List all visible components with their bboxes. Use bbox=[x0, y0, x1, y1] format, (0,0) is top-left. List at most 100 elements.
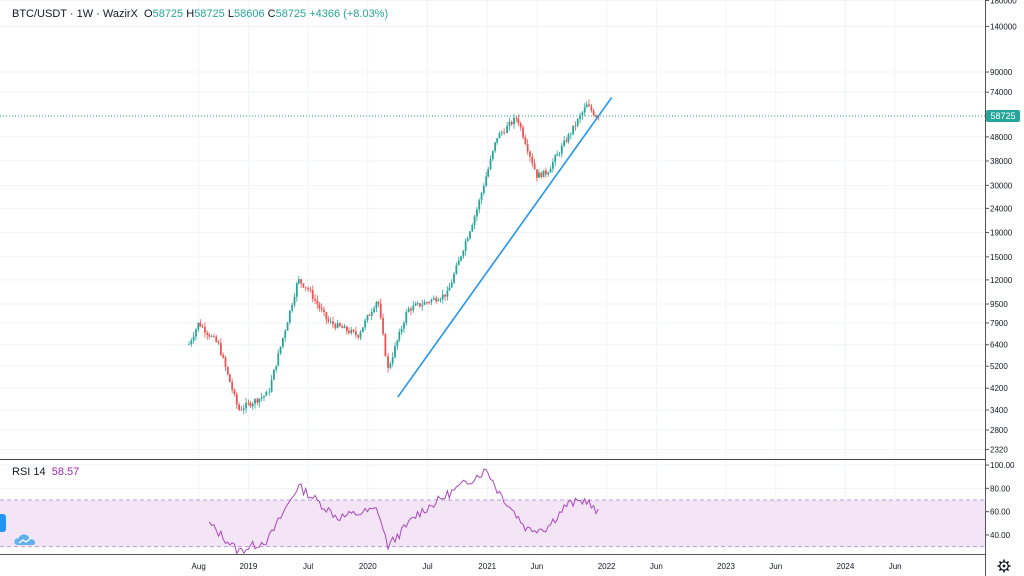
candle-body bbox=[192, 336, 195, 341]
candle-body bbox=[242, 408, 245, 410]
price-tick-label: 180000 bbox=[990, 0, 1017, 5]
candle-body bbox=[585, 104, 588, 108]
candle-body bbox=[583, 107, 586, 113]
candle-body bbox=[263, 395, 265, 398]
candle-body bbox=[435, 298, 438, 302]
price-tick-label: 6400 bbox=[990, 341, 1008, 350]
price-tick-label: 12000 bbox=[990, 276, 1013, 285]
candle-body bbox=[579, 115, 581, 120]
price-tick-label: 15000 bbox=[990, 253, 1013, 262]
candle-body bbox=[309, 289, 312, 291]
candle-body bbox=[318, 304, 321, 309]
candle-body bbox=[563, 140, 566, 146]
candle-body bbox=[217, 341, 220, 344]
rsi-value: 58.57 bbox=[51, 466, 80, 478]
candle-body bbox=[368, 315, 371, 317]
candle-body bbox=[370, 312, 373, 316]
candle-body bbox=[329, 321, 332, 323]
time-axis[interactable]: Aug 2019 Jul 2020 Jul 2021 Jun 2022 Jun 2023 Jun 20… bbox=[192, 562, 902, 571]
candle-body bbox=[576, 119, 579, 126]
candle-body bbox=[219, 343, 222, 355]
candle-body bbox=[405, 312, 408, 324]
candle-body bbox=[387, 356, 389, 368]
candle-body bbox=[215, 336, 218, 342]
candle-body bbox=[336, 323, 339, 328]
candle-body bbox=[281, 337, 284, 347]
price-axis[interactable]: 2320 2800 3400 4200 5200 6400 7900 9500 12000 150… bbox=[985, 0, 1017, 454]
candle-body bbox=[352, 329, 355, 332]
price-tick-label: 38000 bbox=[990, 157, 1013, 166]
cloud-logo-icon[interactable] bbox=[13, 531, 37, 547]
candle-body bbox=[466, 238, 469, 242]
candle-body bbox=[260, 397, 263, 399]
candle-body bbox=[231, 382, 234, 390]
candle-body bbox=[332, 321, 334, 325]
candle-body bbox=[398, 331, 401, 341]
candle-body bbox=[377, 302, 380, 304]
candle-body bbox=[275, 365, 278, 370]
candle-body bbox=[462, 250, 465, 257]
candle-body bbox=[464, 241, 467, 251]
candle-body bbox=[524, 137, 527, 145]
price-tick-label: 2320 bbox=[990, 445, 1008, 454]
high-value: 58725 bbox=[194, 8, 225, 20]
candle-body bbox=[581, 112, 584, 116]
candle-body bbox=[592, 110, 595, 116]
candle-body bbox=[295, 283, 298, 297]
candle-body bbox=[400, 328, 403, 332]
rsi-tick-label: 100.00 bbox=[990, 461, 1015, 470]
candle-body bbox=[437, 300, 440, 302]
candle-body bbox=[224, 357, 227, 367]
rsi-axis[interactable]: 40.00 60.00 80.00 100.00 bbox=[985, 461, 1015, 540]
candle-body bbox=[341, 326, 344, 329]
candle-body bbox=[384, 334, 387, 357]
candle-body bbox=[208, 334, 211, 337]
candle-body bbox=[496, 138, 499, 143]
candles bbox=[188, 99, 600, 415]
candle-body bbox=[485, 176, 488, 187]
candle-body bbox=[491, 150, 494, 159]
gear-icon[interactable] bbox=[997, 559, 1011, 573]
candle-body bbox=[469, 231, 471, 239]
price-tick-label: 5200 bbox=[990, 362, 1008, 371]
candle-body bbox=[314, 298, 316, 301]
candle-body bbox=[538, 172, 540, 178]
candle-body bbox=[471, 224, 474, 232]
side-tab-icon[interactable] bbox=[0, 514, 6, 532]
trend-line[interactable] bbox=[397, 97, 613, 398]
time-tick-label: Jun bbox=[530, 562, 543, 571]
candle-body bbox=[595, 115, 597, 117]
price-tick-label: 4200 bbox=[990, 384, 1008, 393]
low-label: L bbox=[227, 8, 234, 20]
candle-body bbox=[286, 322, 289, 331]
candle-body bbox=[569, 133, 572, 135]
candle-body bbox=[526, 144, 529, 152]
high-label: H bbox=[186, 8, 195, 20]
rsi-label[interactable]: RSI 14 bbox=[12, 466, 46, 478]
candle-body bbox=[206, 332, 209, 335]
candle-body bbox=[268, 391, 271, 393]
time-tick-label: Jun bbox=[889, 562, 902, 571]
candle-body bbox=[506, 125, 508, 134]
time-tick-label: 2023 bbox=[717, 562, 735, 571]
candle-body bbox=[334, 324, 337, 328]
candle-body bbox=[567, 134, 570, 142]
candle-body bbox=[473, 216, 476, 225]
candle-body bbox=[277, 353, 280, 366]
candle-body bbox=[450, 282, 453, 288]
candle-body bbox=[556, 154, 559, 156]
candle-body bbox=[201, 326, 204, 328]
candle-body bbox=[366, 315, 369, 321]
candle-body bbox=[325, 312, 328, 320]
candle-body bbox=[347, 331, 350, 334]
candle-body bbox=[293, 296, 296, 305]
candle-body bbox=[529, 151, 531, 157]
candle-body bbox=[311, 290, 314, 299]
candle-body bbox=[300, 279, 303, 284]
candle-body bbox=[350, 329, 353, 334]
symbol-label[interactable]: BTC/USDT · 1W · WazirX bbox=[12, 8, 138, 20]
candle-body bbox=[416, 303, 419, 305]
open-value: 58725 bbox=[152, 8, 184, 20]
candle-body bbox=[291, 304, 294, 311]
